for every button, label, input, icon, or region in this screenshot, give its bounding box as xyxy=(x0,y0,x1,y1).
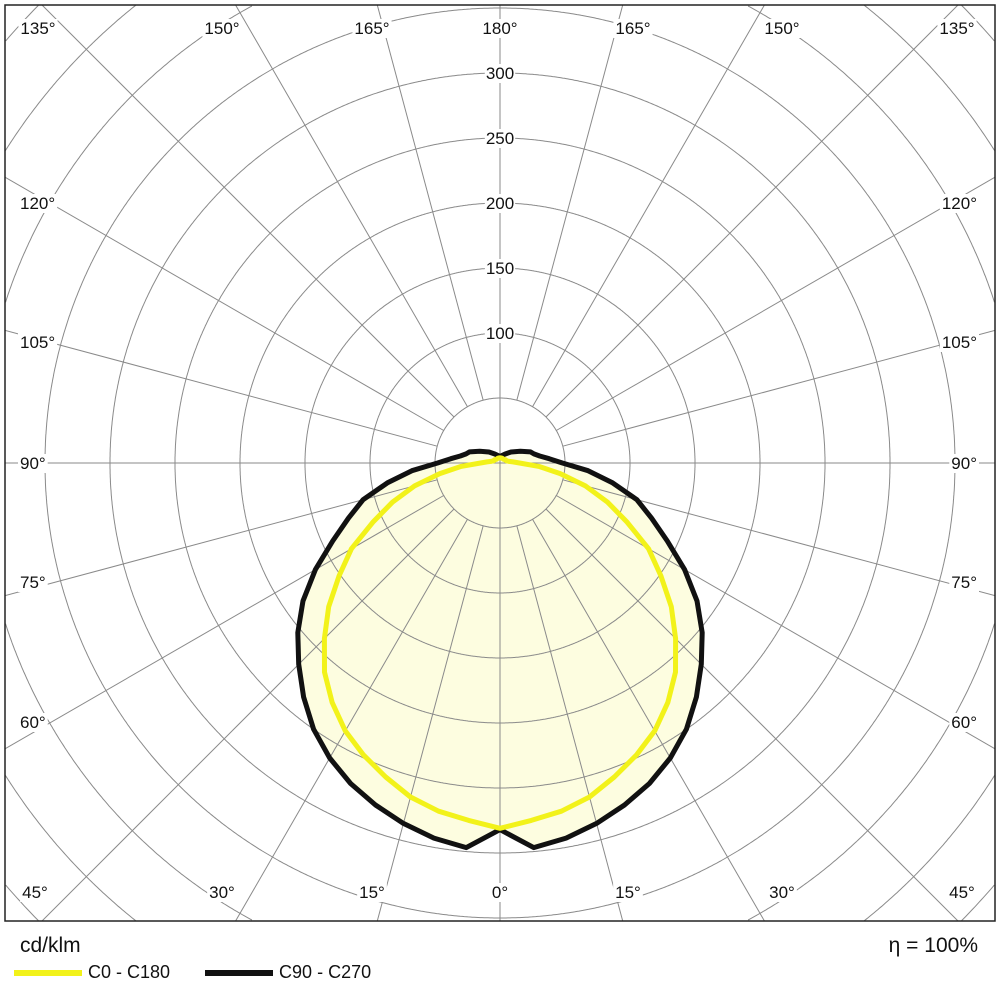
angle-label-bg xyxy=(939,333,979,352)
angle-label-bg xyxy=(613,19,653,38)
radial-label-bg xyxy=(484,64,516,83)
angle-label: 15° xyxy=(615,883,641,902)
radial-tick-labels: 100 150 200 250 300 xyxy=(484,64,516,343)
legend-label: C0 - C180 xyxy=(88,962,171,982)
grid-radial-line xyxy=(556,176,995,431)
grid-circle xyxy=(5,5,995,921)
angle-label-bg xyxy=(937,19,977,38)
curves xyxy=(295,448,705,851)
grid-radial-line xyxy=(5,495,444,750)
angle-label-bg xyxy=(207,883,237,902)
angle-label: 120° xyxy=(20,194,55,213)
grid-radial-line xyxy=(235,5,468,407)
radial-tick-label: 300 xyxy=(486,64,514,83)
legend-swatch-yellow xyxy=(14,969,82,976)
grid-circle xyxy=(5,5,995,921)
grid-radial-line xyxy=(532,519,765,921)
radial-label-bg xyxy=(484,194,516,213)
angle-label: 45° xyxy=(22,883,48,902)
legend-swatch-black xyxy=(205,969,274,976)
angle-label-bg xyxy=(18,713,48,732)
grid-radial-line xyxy=(545,508,959,921)
angle-label: 15° xyxy=(359,883,385,902)
chart-frame xyxy=(4,4,996,922)
grid-radial-line xyxy=(516,5,624,401)
grid-radial-line xyxy=(545,5,959,418)
radial-tick-label: 150 xyxy=(486,259,514,278)
angle-label-bg xyxy=(352,19,392,38)
angle-label: 75° xyxy=(20,573,46,592)
grid-circle xyxy=(5,5,995,921)
angle-label: 120° xyxy=(942,194,977,213)
grid-radial-line xyxy=(516,525,624,921)
angle-label: 60° xyxy=(951,713,977,732)
legend-item-c90-c270: C90 - C270 xyxy=(205,962,371,983)
angle-label: 165° xyxy=(615,19,650,38)
grid-radial-line xyxy=(376,5,484,401)
angle-label: 105° xyxy=(20,333,55,352)
grid-radial-line xyxy=(562,329,995,447)
angle-label-bg xyxy=(489,883,511,902)
plot-area: 100 150 200 250 300 135° 150° 165° 180° 165° 150°… xyxy=(5,5,995,921)
angle-label-bg xyxy=(18,333,58,352)
radial-label-bg xyxy=(484,324,516,343)
series-c0-c180 xyxy=(321,455,679,831)
angle-label: 30° xyxy=(769,883,795,902)
angle-label-bg xyxy=(939,194,979,213)
grid-radial-line xyxy=(41,5,455,418)
angle-label: 0° xyxy=(492,883,508,902)
angle-label-bg xyxy=(18,194,58,213)
angle-label: 45° xyxy=(949,883,975,902)
angle-label: 60° xyxy=(20,713,46,732)
angle-label: 105° xyxy=(942,333,977,352)
angle-label-bg xyxy=(18,573,48,592)
angle-label-bg xyxy=(202,19,242,38)
angle-label: 150° xyxy=(764,19,799,38)
angle-label: 135° xyxy=(939,19,974,38)
angle-label-bg xyxy=(18,19,58,38)
grid-radial-line xyxy=(532,5,765,407)
angle-label-bg xyxy=(949,454,979,473)
angle-label: 90° xyxy=(20,454,46,473)
angle-label-bg xyxy=(947,883,977,902)
angle-label: 150° xyxy=(204,19,239,38)
radial-label-bg xyxy=(484,129,516,148)
grid-radial-line xyxy=(235,519,468,921)
angle-label: 75° xyxy=(951,573,977,592)
angle-label: 30° xyxy=(209,883,235,902)
grid-radial-line xyxy=(41,508,455,921)
legend-item-c0-c180: C0 - C180 xyxy=(14,962,170,983)
angle-label-bg xyxy=(767,883,797,902)
angle-label: 90° xyxy=(951,454,977,473)
angle-label-bg xyxy=(357,883,387,902)
grid-radial-line xyxy=(376,525,484,921)
angle-label-bg xyxy=(762,19,802,38)
grid-radial-line xyxy=(5,176,444,431)
grid-radial-line xyxy=(556,495,995,750)
unit-label: cd/klm xyxy=(20,934,81,957)
angle-label-bg xyxy=(949,573,979,592)
efficiency-label: η = 100% xyxy=(888,934,978,957)
radial-tick-label: 250 xyxy=(486,129,514,148)
angle-label: 135° xyxy=(20,19,55,38)
polar-grid xyxy=(5,5,995,921)
radial-tick-label: 200 xyxy=(486,194,514,213)
angle-labels: 135° 150° 165° 180° 165° 150° 135° 45° 30° 15° 0° 1… xyxy=(18,19,979,902)
grid-radial-line xyxy=(5,329,438,447)
angle-label-bg xyxy=(20,883,50,902)
angle-label-bg xyxy=(18,454,48,473)
angle-label: 180° xyxy=(482,19,517,38)
angle-label-bg xyxy=(480,19,520,38)
angle-label: 165° xyxy=(354,19,389,38)
legend-label: C90 - C270 xyxy=(279,962,372,982)
angle-label-bg xyxy=(613,883,643,902)
angle-label-bg xyxy=(949,713,979,732)
radial-label-bg xyxy=(484,259,516,278)
legend: C0 - C180 C90 - C270 xyxy=(14,962,406,983)
radial-tick-label: 100 xyxy=(486,324,514,343)
